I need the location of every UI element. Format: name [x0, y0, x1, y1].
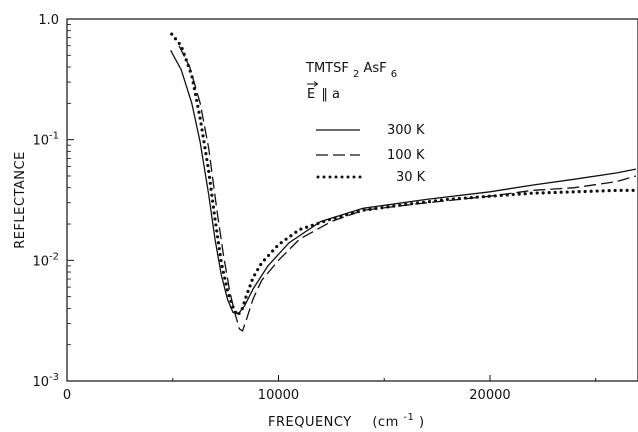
series-layer: [170, 32, 638, 332]
y-axis-ticks: 1.0 10-1 10-2 10-3: [32, 13, 74, 390]
legend-label-100k: 100 K: [387, 148, 425, 163]
legend-field: E ‖ a: [307, 87, 340, 102]
y-axis-title: REFLECTANCE: [13, 151, 28, 249]
y-tick-label: 1.0: [38, 13, 59, 28]
x-tick-label: 0: [63, 388, 71, 403]
x-axis-ticks: 0 10000 20000: [63, 375, 597, 403]
y-tick-label: 10-2: [32, 251, 59, 269]
legend-label-300k: 300 K: [387, 123, 425, 138]
x-tick-label: 10000: [258, 388, 299, 403]
y-tick-label: 10-3: [32, 372, 59, 390]
legend: TMTSF 2 AsF 6 E ‖ a 300 K 100 K 30 K: [305, 61, 426, 185]
series-line-30k: [170, 32, 638, 317]
series-line-100k: [178, 45, 637, 332]
plot-frame: [66, 18, 638, 382]
legend-compound: TMTSF 2 AsF 6: [305, 61, 397, 81]
x-tick-label: 20000: [469, 388, 510, 403]
legend-field-arrowhead: [313, 81, 319, 87]
legend-label-30k: 30 K: [396, 170, 426, 185]
x-axis-title: FREQUENCY (cm -1 ): [268, 409, 425, 430]
series-line-300k: [170, 49, 637, 315]
y-tick-label: 10-1: [32, 131, 59, 149]
